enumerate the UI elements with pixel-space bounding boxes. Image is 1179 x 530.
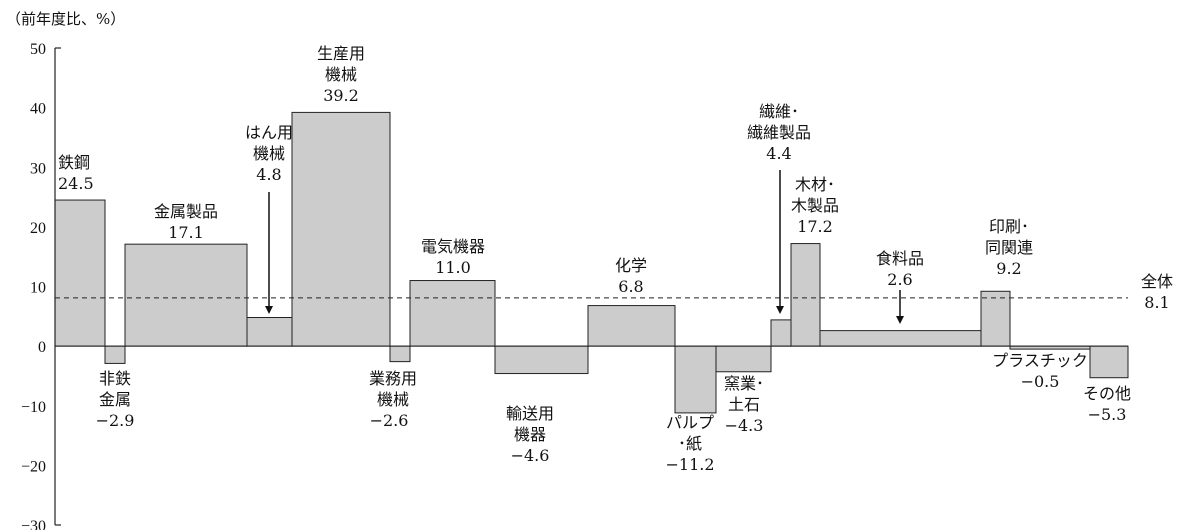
y-tick-label: 0 (38, 339, 46, 356)
bar-8 (494, 345, 589, 375)
overall-reference-name: 全体 (1141, 272, 1173, 291)
bar-1-name-line-1: 鉄鋼 (58, 153, 90, 172)
bar-2-name-line-2: 金属 (99, 390, 131, 409)
bar-10-name-line-2: ･紙 (678, 434, 702, 453)
bar-5-name-line-2: 機械 (325, 65, 357, 84)
y-tick-label: 50 (30, 41, 46, 58)
bar-4-value-label: 4.8 (256, 165, 281, 184)
bar-10-value-label: −11.2 (665, 455, 714, 474)
bar-15-name-line-1: 印刷･ (989, 217, 1029, 236)
bar-12 (770, 319, 792, 347)
bar-6-name-line-1: 業務用 (369, 369, 417, 388)
bar-4-name-line-2: 機械 (253, 144, 285, 163)
bar-3-value-label: 17.1 (168, 223, 204, 242)
bar-2-name-line-1: 非鉄 (99, 369, 131, 388)
bar-7-name-line-1: 電気機器 (421, 237, 485, 256)
bar-3-name-line-1: 金属製品 (154, 202, 218, 221)
bar-11-name-line-1: 窯業･ (724, 374, 764, 393)
bar-9-value-label: 6.8 (618, 277, 643, 296)
bar-5 (291, 111, 391, 347)
bar-15 (980, 290, 1011, 347)
bar-13-name-line-1: 木材･ (795, 175, 835, 194)
y-tick-label: −20 (21, 458, 46, 475)
bar-11-value-label: −4.3 (725, 416, 764, 435)
bar-12-name-line-2: 繊維製品 (747, 123, 811, 142)
y-axis: 50 40 30 20 10 0 −10 −20 −30 (21, 41, 61, 530)
bar-1 (54, 199, 106, 347)
bar-4-pointer-arrowhead (265, 306, 273, 314)
y-tick-label: 20 (30, 220, 46, 237)
bar-11 (715, 345, 772, 373)
y-tick-label: 30 (30, 160, 46, 177)
y-tick-label: −30 (21, 518, 46, 530)
bar-6-name-line-2: 機械 (377, 390, 409, 409)
y-tick-label: 40 (30, 101, 46, 118)
bar-2-value-label: −2.9 (96, 411, 135, 430)
bar-10 (674, 345, 717, 414)
bar-6-value-label: −2.6 (370, 411, 409, 430)
bar-15-name-line-2: 同関連 (985, 238, 1033, 257)
bar-1-value-label: 24.5 (58, 174, 94, 193)
bar-17-name-line-1: その他 (1083, 384, 1131, 403)
bar-12-name-line-1: 繊維･ (759, 102, 799, 121)
bar-14-value-label: 2.6 (887, 270, 912, 289)
bar-11-name-line-2: 土石 (728, 395, 760, 414)
bar-13-value-label: 17.2 (797, 217, 833, 236)
bar-labels-group: 鉄鋼24.5非鉄金属−2.9金属製品17.1はん用機械4.8生産用機械39.2業… (58, 44, 1131, 474)
bar-14-pointer-arrowhead (896, 316, 904, 324)
bar-15-value-label: 9.2 (996, 259, 1021, 278)
bar-9-name-line-1: 化学 (615, 256, 647, 275)
bar-4 (246, 317, 293, 347)
bar-14-name-line-1: 食料品 (876, 249, 924, 268)
bar-6 (389, 345, 411, 363)
bar-12-pointer-arrowhead (776, 306, 784, 314)
bar-8-name-line-2: 機器 (514, 425, 546, 444)
bar-7 (409, 280, 496, 347)
bar-3 (124, 243, 248, 347)
bars-group (54, 111, 1129, 414)
bar-12-value-label: 4.4 (766, 144, 791, 163)
bar-17 (1089, 345, 1129, 379)
bar-10-name-line-1: パルプ (666, 413, 714, 432)
bar-5-name-line-1: 生産用 (317, 44, 365, 63)
bar-7-value-label: 11.0 (435, 258, 471, 277)
bar-9 (587, 305, 676, 347)
y-axis-unit-label: （前年度比、%） (6, 10, 125, 28)
bar-5-value-label: 39.2 (323, 86, 359, 105)
bar-14 (819, 330, 982, 347)
overall-reference-value: 8.1 (1144, 293, 1169, 312)
bar-16-name-line-1: プラスチック (992, 351, 1088, 370)
bar-17-value-label: −5.3 (1088, 405, 1127, 424)
bar-13 (790, 243, 821, 347)
bar-16-value-label: −0.5 (1021, 372, 1060, 391)
bar-13-name-line-2: 木製品 (791, 196, 839, 215)
bar-8-name-line-1: 輸送用 (506, 404, 554, 423)
y-tick-label: 10 (30, 280, 46, 297)
reference-line-group: 全体 8.1 (55, 272, 1173, 312)
bar-2 (104, 345, 126, 364)
y-tick-label: −10 (21, 399, 46, 416)
bar-4-name-line-1: はん用 (245, 123, 293, 142)
bar-8-value-label: −4.6 (511, 446, 550, 465)
